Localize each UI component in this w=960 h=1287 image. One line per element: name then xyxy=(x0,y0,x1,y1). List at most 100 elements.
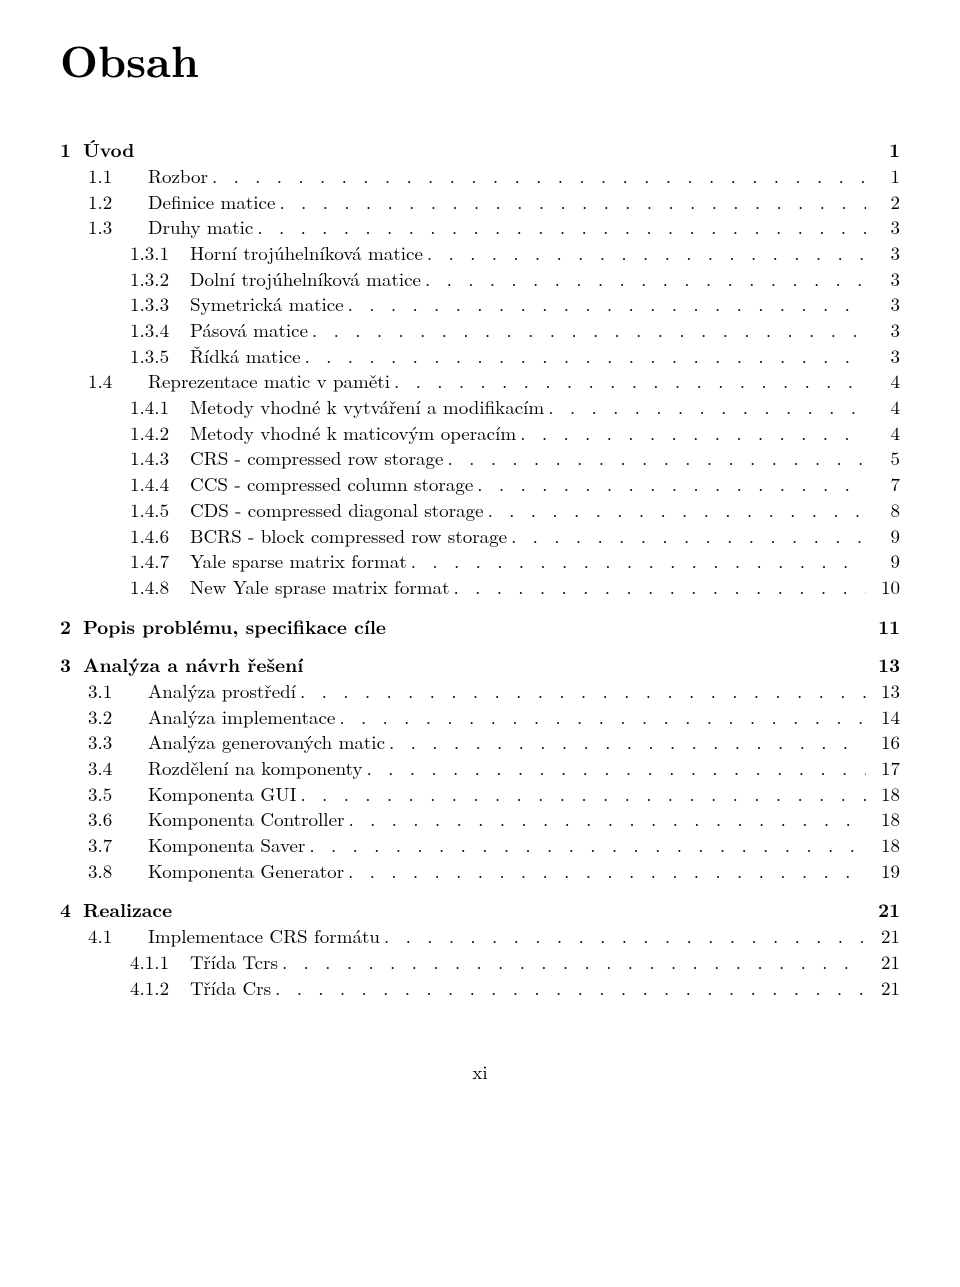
toc-entry-number: 1.1 xyxy=(88,164,148,189)
toc-entry-title: BCRS - block compressed row storage xyxy=(190,524,507,549)
toc-entry-title: Analýza prostředí xyxy=(148,679,296,704)
toc-entry-title: Pásová matice xyxy=(190,318,308,343)
toc-entry-page: 16 xyxy=(866,730,900,755)
toc-leader-dots xyxy=(335,705,866,730)
toc-entry-title: CRS - compressed row storage xyxy=(190,446,443,471)
toc-leader-dots xyxy=(275,190,866,215)
toc-chapter-number: 4 xyxy=(60,897,71,922)
toc-entry-page: 9 xyxy=(866,549,900,574)
toc-entry-number: 1.4.7 xyxy=(130,549,190,574)
toc-entry: 1.3.1Horní trojúhelníková matice 3 xyxy=(60,241,900,266)
toc-leader-dots xyxy=(473,472,866,497)
toc-entry-page: 21 xyxy=(866,950,900,975)
toc-leader-dots xyxy=(516,421,866,446)
toc-leader-dots xyxy=(308,318,866,343)
toc-entry: 3.3Analýza generovaných matic16 xyxy=(60,730,900,755)
toc-entry-page: 3 xyxy=(866,292,900,317)
toc-leader-dots xyxy=(344,807,866,832)
toc-entry-title: Dolní trojúhelníková matice xyxy=(190,267,421,292)
toc-leader-dots xyxy=(344,292,866,317)
toc-leader-dots xyxy=(305,833,866,858)
toc-entry-page: 18 xyxy=(866,782,900,807)
toc-entry-page: 3 xyxy=(866,318,900,343)
toc-chapter-number: 3 xyxy=(60,652,71,677)
toc-entry-title: Analýza implementace xyxy=(148,705,335,730)
toc-leader-dots xyxy=(253,215,866,240)
toc-leader-dots xyxy=(507,524,866,549)
toc-leader-dots xyxy=(544,395,866,420)
toc-entry-page: 21 xyxy=(866,976,900,1001)
toc-leader-dots xyxy=(449,575,866,600)
toc-leader-dots xyxy=(363,756,866,781)
toc-chapter-title: Úvod xyxy=(83,137,134,162)
toc-entry: 3.6Komponenta Controller 18 xyxy=(60,807,900,832)
toc-entry-page: 2 xyxy=(866,190,900,215)
toc-entry-page: 5 xyxy=(866,446,900,471)
toc-entry-title: Definice matice xyxy=(148,190,275,215)
toc-entry-page: 4 xyxy=(866,395,900,420)
toc-entry-title: Reprezentace matic v paměti xyxy=(148,369,390,394)
toc-entry-page: 14 xyxy=(866,705,900,730)
toc-entry-page: 7 xyxy=(866,472,900,497)
toc-leader-dots xyxy=(271,976,866,1001)
toc-entry: 1.4.3CRS - compressed row storage5 xyxy=(60,446,900,471)
toc-entry-number: 1.4.4 xyxy=(130,472,190,497)
toc-entry-number: 1.3.5 xyxy=(130,344,190,369)
toc-entry-number: 1.4.1 xyxy=(130,395,190,420)
page-number: xi xyxy=(60,1060,900,1085)
toc-entry-title: Komponenta Saver xyxy=(148,833,305,858)
toc-entry-title: Analýza generovaných matic xyxy=(148,730,385,755)
toc-chapter-number: 2 xyxy=(60,614,71,639)
toc-entry-page: 3 xyxy=(866,241,900,266)
toc-entry: 3.7Komponenta Saver18 xyxy=(60,833,900,858)
toc-entry-number: 4.1.1 xyxy=(130,950,190,975)
toc-entry-number: 3.4 xyxy=(88,756,148,781)
toc-entry-number: 3.5 xyxy=(88,782,148,807)
toc-entry-number: 1.4.2 xyxy=(130,421,190,446)
table-of-contents: 1Úvod11.1Rozbor11.2Definice matice21.3Dr… xyxy=(60,137,900,1000)
toc-leader-dots xyxy=(296,782,866,807)
toc-entry-number: 3.7 xyxy=(88,833,148,858)
toc-chapter: 1Úvod1 xyxy=(60,137,900,162)
toc-entry-number: 1.3.4 xyxy=(130,318,190,343)
toc-entry-title: Komponenta Generator xyxy=(148,859,344,884)
toc-entry-page: 1 xyxy=(866,164,900,189)
toc-entry: 3.5Komponenta GUI18 xyxy=(60,782,900,807)
toc-entry-number: 4.1 xyxy=(88,924,148,949)
toc-leader-dots xyxy=(407,549,866,574)
toc-leader-dots xyxy=(443,446,866,471)
toc-entry-title: CDS - compressed diagonal storage xyxy=(190,498,484,523)
toc-entry-title: Druhy matic xyxy=(148,215,253,240)
toc-leader-dots xyxy=(380,924,866,949)
toc-chapter: 2 Popis problému, specifikace cíle 11 xyxy=(60,614,900,639)
toc-entry-number: 1.3 xyxy=(88,215,148,240)
toc-entry: 1.4.8New Yale sprase matrix format10 xyxy=(60,575,900,600)
toc-entry-title: Rozdělení na komponenty xyxy=(148,756,363,781)
toc-entry: 1.4.4CCS - compressed column storage 7 xyxy=(60,472,900,497)
toc-entry-page: 18 xyxy=(866,807,900,832)
page-title: Obsah xyxy=(60,30,900,87)
toc-leader-dots xyxy=(296,679,866,704)
toc-entry-title: Komponenta Controller xyxy=(148,807,344,832)
toc-entry: 1.1Rozbor 1 xyxy=(60,164,900,189)
toc-entry-page: 13 xyxy=(866,679,900,704)
toc-entry: 1.3.2Dolní trojúhelníková matice3 xyxy=(60,267,900,292)
toc-chapter-number: 1 xyxy=(60,137,71,162)
toc-entry-title: Horní trojúhelníková matice xyxy=(190,241,423,266)
toc-chapter-page: 11 xyxy=(866,614,900,639)
toc-entry-title: CCS - compressed column storage xyxy=(190,472,473,497)
toc-entry-title: Rozbor xyxy=(148,164,208,189)
toc-entry: 4.1Implementace CRS formátu21 xyxy=(60,924,900,949)
toc-entry: 1.4.1Metody vhodné k vytváření a modifik… xyxy=(60,395,900,420)
toc-entry-title: Třída Crs xyxy=(190,976,271,1001)
toc-entry: 4.1.1Třída Tcrs21 xyxy=(60,950,900,975)
toc-entry: 1.4.5CDS - compressed diagonal storage8 xyxy=(60,498,900,523)
toc-entry-number: 1.3.3 xyxy=(130,292,190,317)
toc-leader-dots xyxy=(278,950,866,975)
toc-chapter-title: Popis problému, specifikace cíle xyxy=(83,614,386,639)
toc-entry-number: 1.3.1 xyxy=(130,241,190,266)
toc-entry: 1.4.6BCRS - block compressed row storage… xyxy=(60,524,900,549)
toc-entry: 3.2Analýza implementace14 xyxy=(60,705,900,730)
toc-leader-dots xyxy=(385,730,866,755)
toc-entry-number: 3.6 xyxy=(88,807,148,832)
